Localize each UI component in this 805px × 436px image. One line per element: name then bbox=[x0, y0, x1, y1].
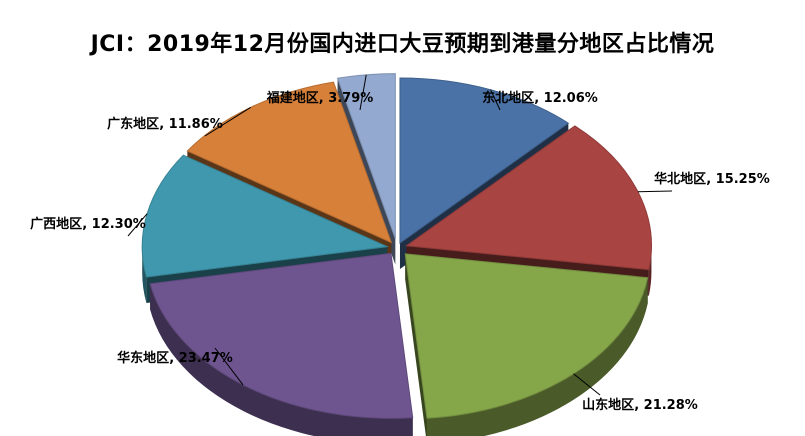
slice-separator: , bbox=[159, 117, 168, 132]
slice-value: 23.47% bbox=[179, 351, 233, 366]
slice-side bbox=[150, 283, 413, 436]
slice-data-label: 广东地区, 11.86% bbox=[107, 116, 223, 132]
slice-name: 华东地区 bbox=[117, 350, 169, 366]
slice-separator: , bbox=[319, 91, 328, 106]
slice-name: 东北地区 bbox=[482, 90, 534, 106]
slice-value: 21.28% bbox=[644, 398, 698, 413]
chart-title: JCI：2019年12月份国内进口大豆预期到港量分地区占比情况 bbox=[90, 32, 715, 57]
slice-name: 广西地区 bbox=[30, 216, 82, 232]
slice-name: 福建地区 bbox=[266, 90, 319, 106]
slice-value: 11.86% bbox=[169, 117, 223, 132]
leader-line bbox=[127, 213, 148, 237]
slice-side bbox=[142, 246, 147, 304]
slice-value: 3.79% bbox=[328, 91, 373, 106]
slice-wall bbox=[405, 253, 427, 436]
slice-top bbox=[186, 81, 393, 244]
slice-data-label: 山东地区, 21.28% bbox=[582, 397, 698, 413]
leader-line bbox=[204, 106, 252, 137]
slice-name: 广东地区 bbox=[107, 116, 159, 132]
slice-value: 12.06% bbox=[544, 91, 598, 106]
slice-separator: , bbox=[82, 217, 91, 232]
slice-value: 15.25% bbox=[716, 172, 770, 187]
slice-side bbox=[426, 277, 648, 436]
slice-data-label: 福建地区, 3.79% bbox=[266, 90, 374, 106]
slice-separator: , bbox=[634, 398, 643, 413]
slice-separator: , bbox=[534, 91, 543, 106]
pie-slice bbox=[149, 252, 414, 436]
leader-line bbox=[490, 89, 501, 111]
slice-separator: , bbox=[169, 351, 178, 366]
leader-line bbox=[637, 190, 673, 193]
slice-data-label: 华东地区, 23.47% bbox=[117, 350, 233, 366]
slice-name: 华北地区 bbox=[654, 171, 706, 187]
leader-line bbox=[359, 74, 367, 111]
leader-line bbox=[214, 347, 244, 386]
slice-top bbox=[404, 253, 649, 419]
leader-line bbox=[573, 373, 601, 396]
slice-data-label: 华北地区, 15.25% bbox=[654, 171, 770, 187]
slice-data-label: 广西地区, 12.30% bbox=[30, 216, 146, 232]
pie-slice bbox=[404, 253, 649, 436]
slice-top bbox=[141, 154, 390, 278]
slice-data-label: 东北地区, 12.06% bbox=[482, 90, 598, 106]
slice-top bbox=[405, 125, 652, 271]
slice-name: 山东地区 bbox=[582, 397, 634, 413]
slice-value: 12.30% bbox=[92, 217, 146, 232]
slice-separator: , bbox=[706, 172, 715, 187]
